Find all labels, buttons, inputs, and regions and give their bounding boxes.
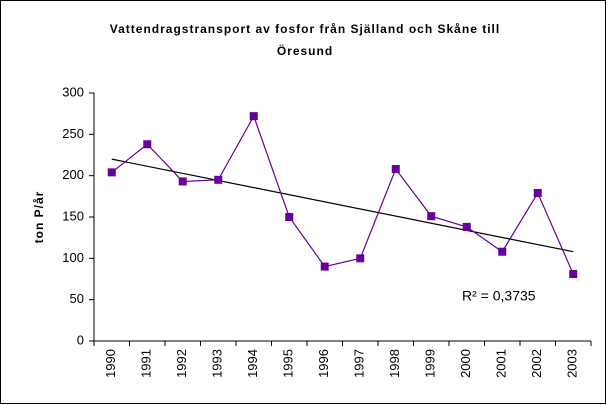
x-tick-label: 1995 [281, 349, 296, 378]
marker [391, 165, 400, 174]
y-axis-label: ton P/år [32, 191, 46, 244]
marker [462, 222, 471, 231]
y-tick-label: 300 [62, 84, 84, 99]
trendline [111, 158, 574, 253]
marker [533, 189, 542, 198]
x-tick-label: 1993 [210, 349, 225, 378]
marker [285, 213, 294, 221]
x-tick-label: 1996 [316, 349, 331, 378]
marker [249, 112, 258, 121]
series-line [111, 114, 574, 275]
marker [427, 212, 436, 221]
y-tick-label: 200 [62, 167, 84, 182]
chart-title: Öresund [277, 43, 333, 58]
chart-title: Vattendragstransport av fosfor från Själ… [110, 22, 500, 36]
marker [178, 177, 187, 186]
x-tick-label: 1992 [174, 349, 189, 378]
marker [569, 270, 578, 279]
x-tick-label: 2002 [529, 349, 544, 378]
marker [143, 140, 152, 149]
x-tick-label: 2003 [565, 349, 580, 378]
x-tick-label: 1991 [139, 349, 154, 378]
y-tick-label: 150 [62, 208, 84, 223]
marker [320, 262, 329, 271]
marker [356, 254, 365, 263]
x-tick-label: 2000 [458, 349, 473, 378]
x-tick-label: 1998 [387, 349, 402, 378]
x-tick-label: 1994 [245, 349, 260, 378]
marker [498, 247, 507, 256]
x-tick-label: 1997 [352, 349, 367, 378]
x-tick-label: 1999 [423, 349, 438, 378]
y-tick-label: 0 [77, 332, 84, 347]
marker [214, 175, 223, 184]
x-tick-label: 1990 [103, 349, 118, 378]
y-tick-label: 50 [70, 291, 84, 306]
x-tick-label: 2001 [494, 349, 509, 378]
y-tick-label: 100 [62, 250, 84, 265]
annotation: R² = 0,3735 [462, 288, 536, 304]
y-tick-label: 250 [62, 126, 84, 141]
marker [107, 168, 116, 177]
